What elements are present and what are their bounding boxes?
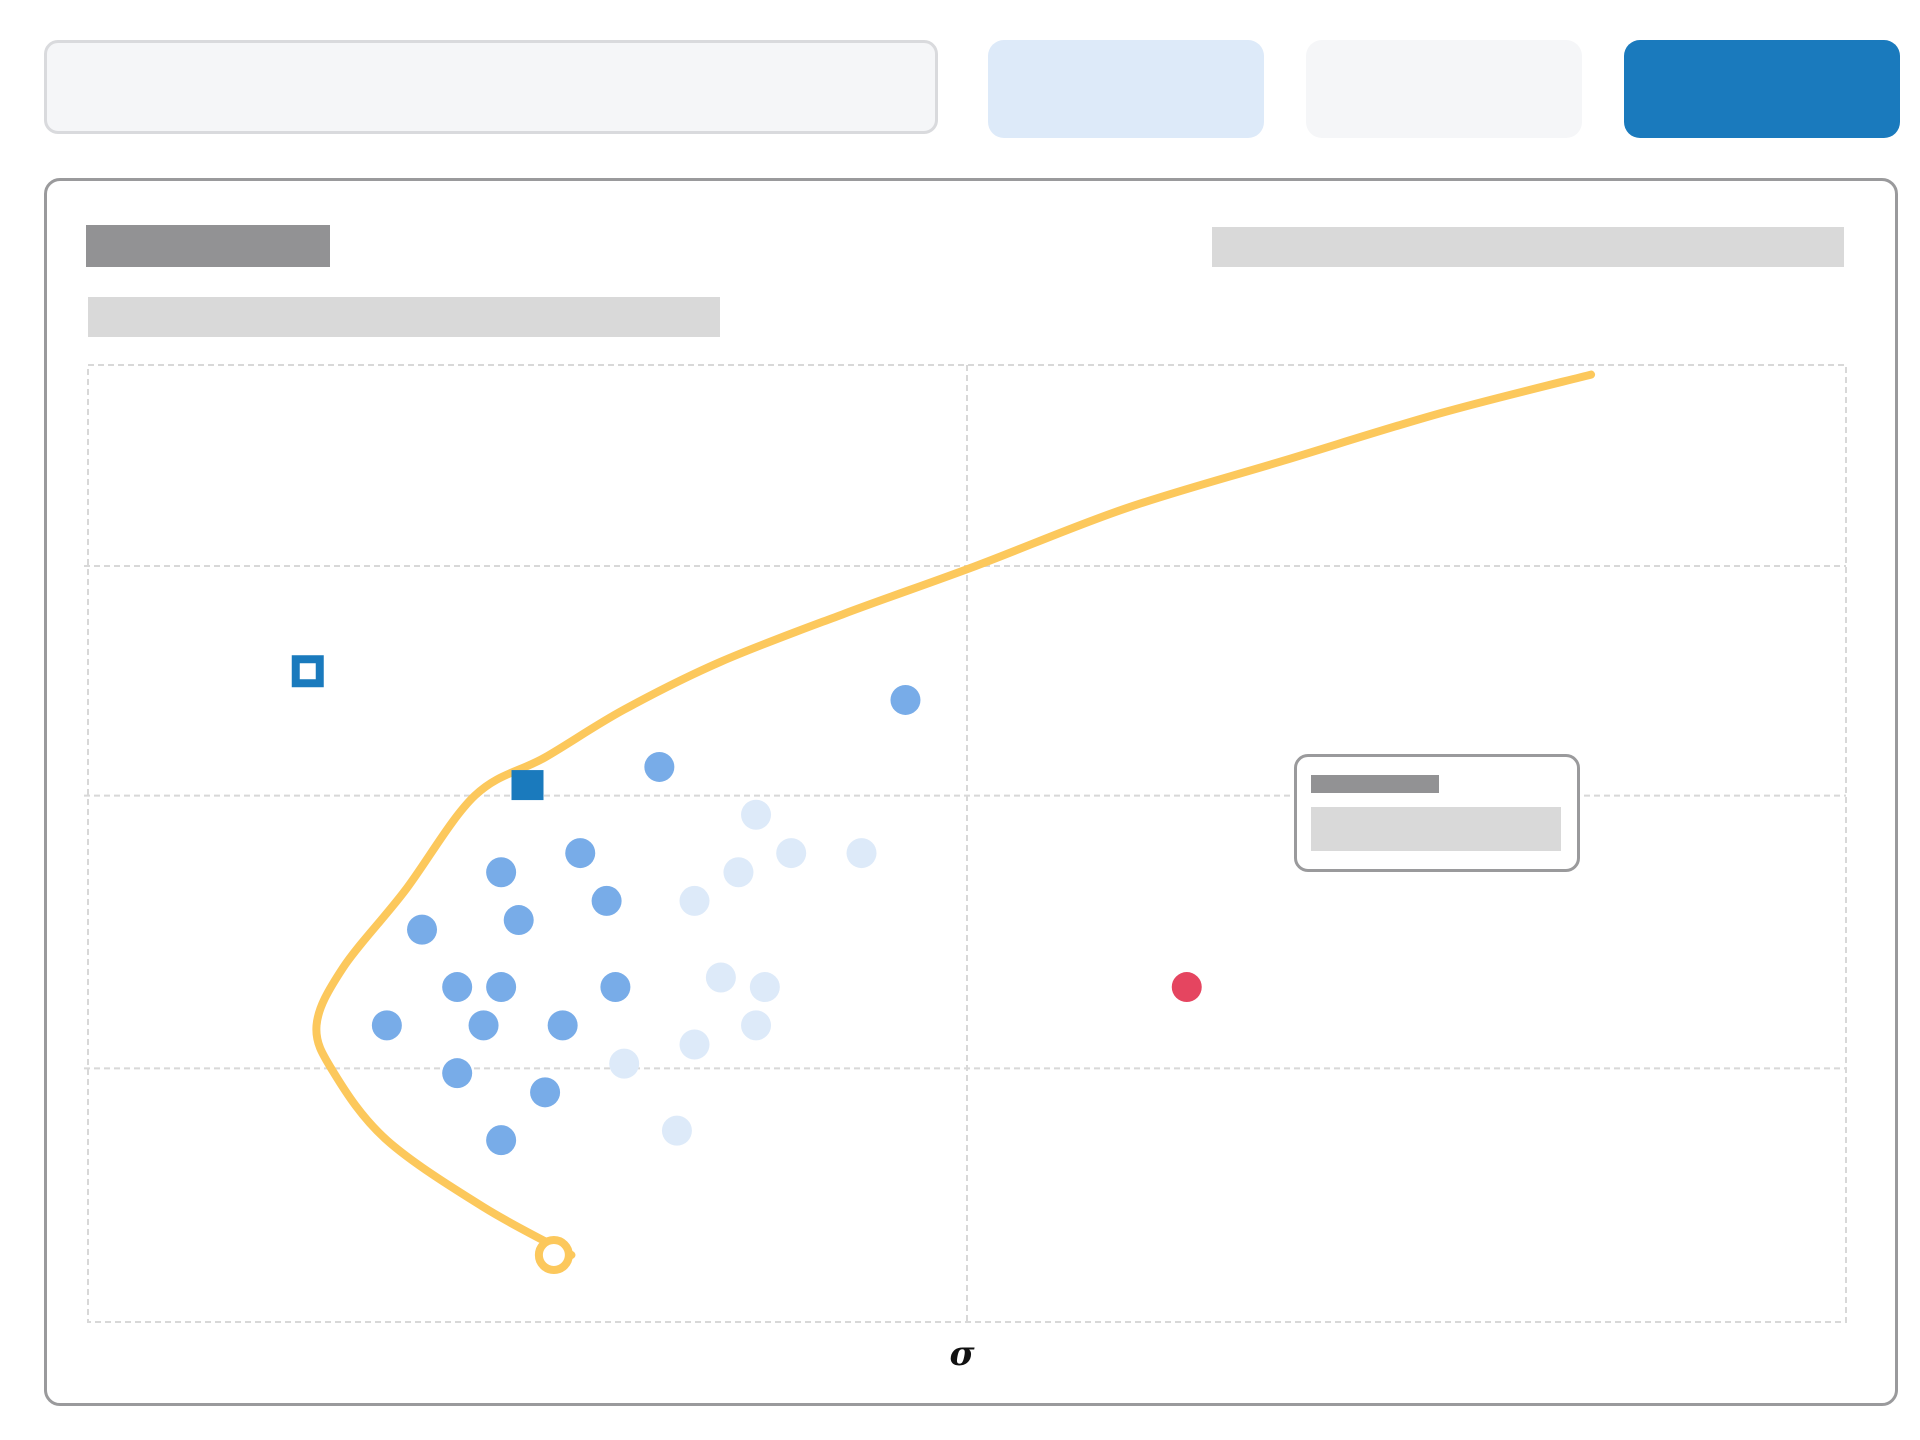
data-point: [468, 1010, 499, 1041]
data-point: [644, 751, 675, 782]
data-point: [547, 1010, 578, 1041]
hollow-square-marker: [291, 655, 324, 688]
toolbar-button-neutral[interactable]: [1306, 40, 1582, 138]
chart-title-placeholder: [86, 225, 330, 267]
subtitle-placeholder: [88, 297, 720, 337]
data-point: [530, 1077, 561, 1108]
data-point: [749, 972, 780, 1003]
data-point: [661, 1115, 692, 1146]
x-axis-label: σ: [949, 1334, 975, 1374]
data-point: [609, 1048, 640, 1079]
top-search-field[interactable]: [44, 40, 938, 134]
data-point: [486, 857, 517, 888]
data-point: [776, 838, 807, 869]
toolbar-button-light[interactable]: [988, 40, 1264, 138]
curve-endpoint-marker: [534, 1236, 573, 1275]
tooltip-body-placeholder: [1311, 807, 1561, 851]
data-point: [565, 838, 596, 869]
data-point: [679, 1029, 710, 1060]
chart-panel: [44, 178, 1898, 1406]
data-point: [486, 1125, 517, 1156]
highlight-point: [1171, 972, 1202, 1003]
tooltip-title-placeholder: [1311, 775, 1439, 793]
frontier-curve: [312, 370, 1596, 1260]
plot-frame: [87, 364, 1847, 1323]
square-marker: [511, 770, 544, 801]
data-point: [442, 972, 473, 1003]
data-point: [679, 885, 710, 916]
data-point: [371, 1010, 402, 1041]
data-point: [890, 684, 921, 715]
data-point: [741, 799, 772, 830]
data-point: [591, 885, 622, 916]
data-point: [723, 857, 754, 888]
tooltip: [1294, 754, 1580, 872]
legend-placeholder: [1212, 227, 1844, 267]
data-point: [442, 1058, 473, 1089]
data-point: [705, 962, 736, 993]
data-point: [503, 905, 534, 936]
data-point: [846, 838, 877, 869]
data-point: [486, 972, 517, 1003]
data-point: [407, 914, 438, 945]
data-point: [741, 1010, 772, 1041]
data-point: [600, 972, 631, 1003]
toolbar-button-primary[interactable]: [1624, 40, 1900, 138]
